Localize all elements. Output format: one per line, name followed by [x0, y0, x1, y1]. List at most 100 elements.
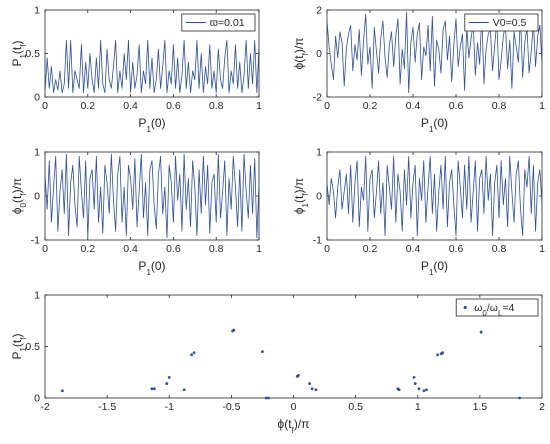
y-tick-label: 2: [316, 5, 322, 17]
y-tick-label: 0: [34, 92, 40, 104]
x-tick-label: 0: [324, 243, 330, 255]
data-point: [261, 350, 264, 354]
x-tick-label: 1: [539, 100, 545, 112]
data-point: [182, 388, 186, 392]
y-axis-label: P1(tf): [10, 40, 28, 66]
y-axis-label: ϕ0(tf)/π: [10, 178, 28, 214]
x-tick-label: 1.5: [473, 401, 488, 413]
data-point: [167, 376, 171, 379]
data-point: [308, 382, 312, 385]
data-point: [314, 388, 318, 392]
x-axis-label: ϕ(tf)/π: [278, 417, 310, 435]
x-tick-label: 0: [42, 243, 48, 255]
y-tick-label: 0: [34, 393, 40, 405]
data-point: [165, 382, 169, 385]
data-point: [152, 387, 156, 391]
data-point: [436, 353, 440, 357]
x-tick-label: 0.2: [363, 243, 378, 255]
data-point: [310, 387, 314, 391]
data-point: [413, 382, 417, 385]
x-tick-label: 0.2: [80, 100, 95, 112]
legend-box: [464, 13, 539, 32]
y-tick-label: -1: [313, 235, 322, 247]
y-tick-label: 1: [34, 290, 40, 302]
chart-panel-5: -2 -1.5 -1 -0.5 0 0.5 1 1.5 2 0 0.5 1 ϕ(tf)/π P1(tf) ω…: [10, 290, 545, 435]
y-tick-label: 0.5: [25, 341, 40, 353]
data-point: [425, 388, 428, 392]
data-point: [412, 376, 416, 379]
data-point: [297, 373, 300, 377]
series-line: [44, 153, 260, 239]
data-point: [441, 351, 444, 355]
data-point: [232, 328, 236, 332]
y-tick-label: 0: [34, 191, 40, 203]
y-tick-label: 1: [34, 5, 40, 17]
legend: ϖ=0.01: [181, 13, 256, 32]
series-line: [326, 156, 543, 236]
y-tick-label: 0.5: [25, 48, 40, 60]
x-tick-label: 0.6: [166, 243, 181, 255]
series-line: [326, 11, 543, 94]
x-tick-label: -1: [165, 401, 174, 413]
x-tick-label: 0.8: [209, 243, 224, 255]
x-tick-label: 1: [256, 100, 262, 112]
legend-marker-swatch: [463, 305, 467, 310]
x-axis-label: P1(0): [421, 259, 448, 277]
x-tick-label: 2: [539, 401, 545, 413]
y-tick-label: 0: [316, 191, 322, 203]
x-tick-label: 0: [291, 401, 297, 413]
y-tick-label: -1: [31, 235, 40, 247]
data-point: [150, 387, 154, 391]
x-tick-label: 1: [539, 243, 545, 255]
x-tick-label: 0.2: [363, 100, 378, 112]
x-tick-label: 0.4: [123, 100, 138, 112]
x-tick-label: 0: [42, 100, 48, 112]
x-tick-label: 0.6: [449, 243, 464, 255]
legend-label: ϖ=0.01: [210, 17, 245, 29]
x-tick-label: 0.2: [80, 243, 95, 255]
x-tick-label: 0.8: [492, 243, 507, 255]
legend: ω0/ωL=4: [455, 298, 539, 318]
data-point: [397, 388, 401, 392]
legend-box: [455, 298, 539, 317]
x-tick-label: 1: [256, 243, 262, 255]
y-tick-label: 1: [34, 147, 40, 159]
data-point: [518, 396, 522, 400]
x-tick-label: 0.8: [492, 100, 507, 112]
data-point: [267, 396, 271, 400]
y-axis-label: ϕ(tf)/π: [292, 38, 310, 70]
y-axis-label: ϕ1(tf)/π: [292, 178, 310, 214]
x-axis-label: P1(0): [138, 259, 165, 277]
x-tick-label: 0.4: [123, 243, 138, 255]
x-tick-label: -2: [40, 401, 49, 413]
legend-label: ω0/ωL=4: [474, 302, 514, 318]
chart-panel-1: 0 0.2 0.4 0.6 0.8 1 0 0.5 1 P1(0) P1(tf) ϖ=0.01: [10, 5, 262, 134]
data-point: [479, 330, 483, 334]
x-tick-label: 0.6: [166, 100, 181, 112]
x-tick-label: -1.5: [98, 401, 116, 413]
series-line: [44, 40, 260, 94]
data-point: [60, 389, 64, 393]
legend-box: [181, 13, 256, 32]
x-tick-label: -0.5: [222, 401, 240, 413]
legend: V0=0.5: [464, 13, 539, 32]
data-point: [192, 351, 196, 355]
x-tick-label: 0.4: [406, 243, 421, 255]
y-axis-label: P1(tf): [10, 333, 28, 359]
x-tick-label: 0: [324, 100, 330, 112]
data-point: [417, 387, 421, 391]
x-axis-label: P1(0): [138, 116, 165, 134]
x-tick-label: 0.5: [348, 401, 363, 413]
data-point: [190, 353, 194, 357]
y-tick-label: -2: [313, 92, 322, 104]
x-tick-label: 0.4: [406, 100, 421, 112]
y-tick-label: 0: [316, 48, 322, 60]
x-tick-label: 0.8: [209, 100, 224, 112]
x-axis-label: P1(0): [421, 116, 448, 134]
legend-label: V0=0.5: [493, 17, 527, 29]
y-tick-label: 1: [316, 147, 322, 159]
